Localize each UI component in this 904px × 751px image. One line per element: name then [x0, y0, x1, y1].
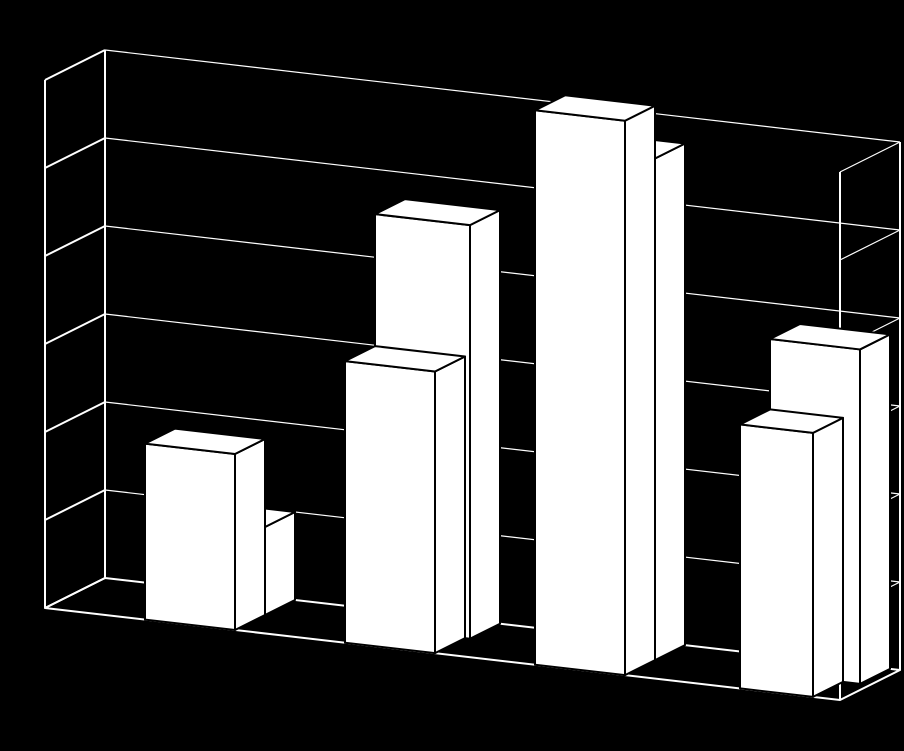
bar-chart-3d [0, 0, 904, 751]
